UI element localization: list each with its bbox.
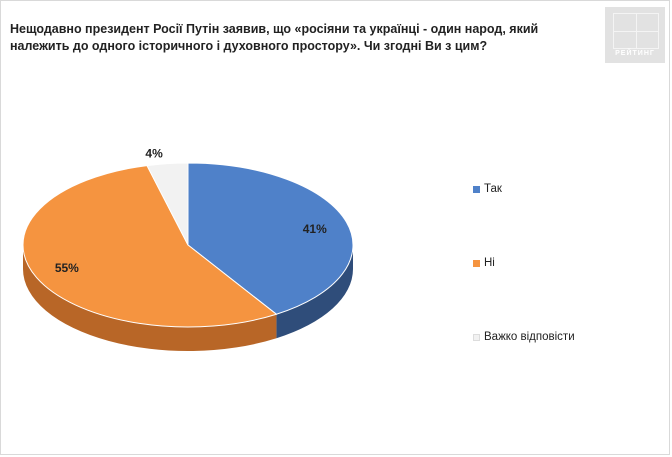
- pie-sides: [23, 245, 353, 351]
- pie-label-tak: 41%: [303, 222, 327, 236]
- legend-label-tak: Так: [484, 183, 502, 195]
- legend-swatch-tak: [473, 185, 480, 193]
- pie-label-ni: 55%: [55, 261, 79, 275]
- pie-side-tak: [276, 245, 353, 339]
- legend-swatch-hard-to-say: [473, 333, 480, 341]
- pie-slice-ni: [22, 165, 278, 328]
- legend-label-ni: Ні: [484, 257, 495, 269]
- logo-text: РЕЙТИНГ: [615, 50, 655, 57]
- pie-labels: 41% 55% 4%: [55, 147, 327, 275]
- legend-swatch-ni: [473, 259, 480, 267]
- legend-item-ni: Ні: [473, 257, 495, 269]
- chart-title: Нещодавно президент Росії Путін заявив, …: [10, 22, 539, 53]
- pie-label-hard-to-say: 4%: [145, 147, 163, 161]
- brand-logo: РЕЙТИНГ: [605, 7, 665, 63]
- legend-item-hard-to-say: Важко відповісти: [473, 331, 575, 343]
- pie-side-ni: [23, 245, 277, 351]
- logo-grid-icon: [613, 13, 659, 49]
- pie-slice-hard-to-say: [146, 162, 189, 246]
- pie-slice-tak: [187, 162, 354, 315]
- legend-item-tak: Так: [473, 183, 502, 195]
- legend-label-hard-to-say: Важко відповісти: [484, 331, 575, 343]
- pie-top: [22, 162, 354, 328]
